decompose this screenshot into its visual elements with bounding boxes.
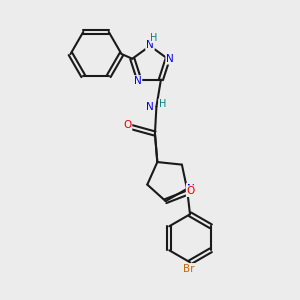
Text: Br: Br [183,264,194,274]
Text: H: H [150,32,158,43]
Text: H: H [159,99,166,109]
Text: N: N [187,184,194,194]
Text: O: O [187,186,195,196]
Text: N: N [166,54,174,64]
Text: N: N [134,76,141,86]
Text: O: O [123,120,131,130]
Text: N: N [146,40,154,50]
Text: N: N [146,101,154,112]
